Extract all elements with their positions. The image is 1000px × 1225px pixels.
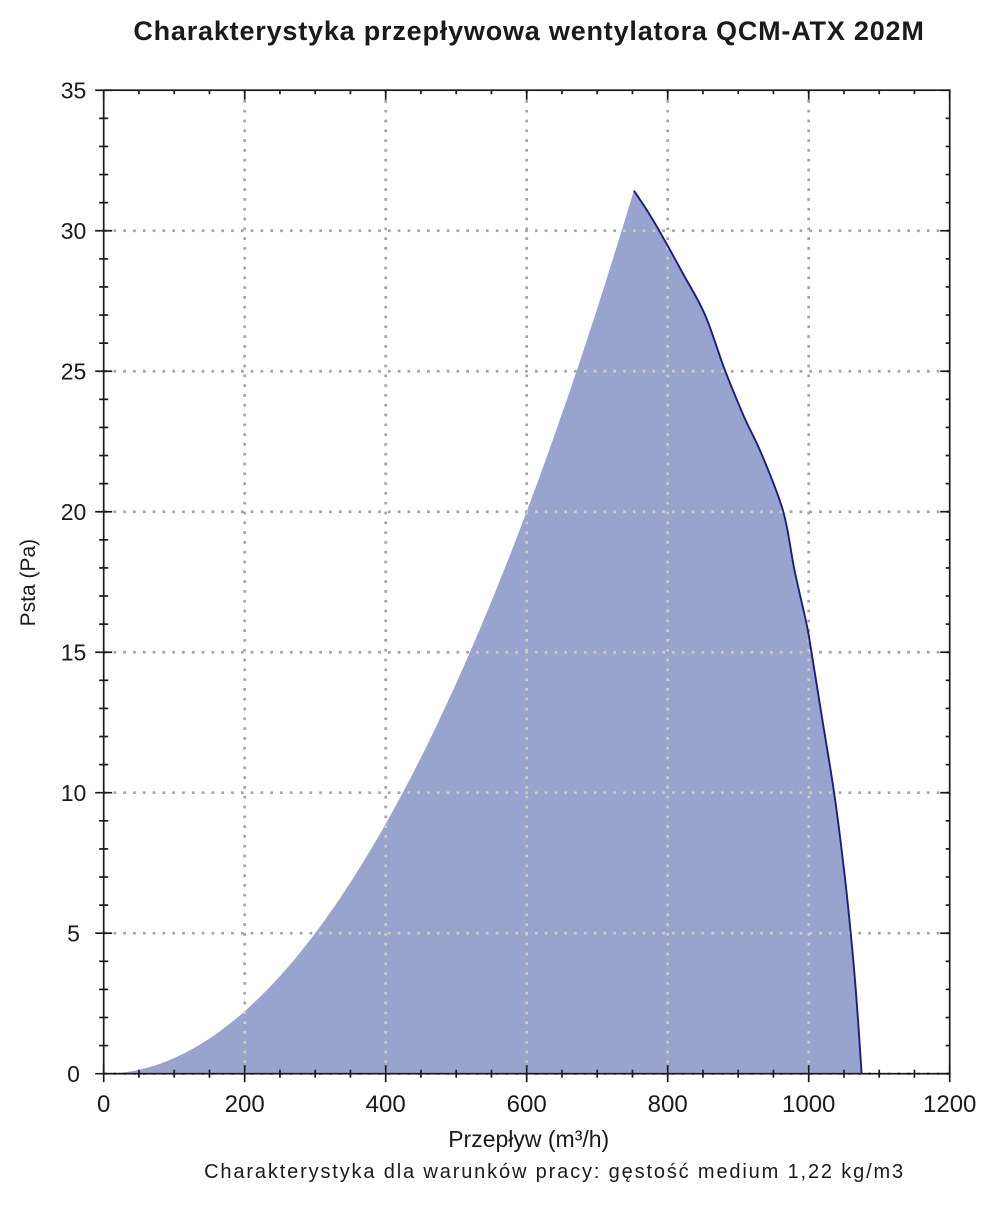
svg-text:400: 400 [366,1091,406,1118]
svg-text:Przepływ (m³/h): Przepływ (m³/h) [448,1126,609,1152]
svg-text:10: 10 [61,780,87,806]
svg-text:30: 30 [61,218,87,244]
svg-text:5: 5 [67,921,80,947]
svg-text:1200: 1200 [923,1091,976,1118]
svg-text:600: 600 [507,1091,547,1118]
svg-text:800: 800 [648,1091,688,1118]
svg-text:Charakterystyka przepływowa we: Charakterystyka przepływowa wentylatora … [133,16,924,46]
svg-text:0: 0 [97,1091,110,1118]
svg-text:200: 200 [225,1091,265,1118]
svg-text:35: 35 [61,78,87,104]
svg-text:1000: 1000 [782,1091,835,1118]
svg-text:0: 0 [67,1061,80,1087]
svg-text:15: 15 [61,640,87,666]
svg-text:Charakterystyka dla warunków p: Charakterystyka dla warunków pracy: gęst… [204,1161,905,1183]
svg-text:25: 25 [61,359,87,385]
svg-text:20: 20 [61,499,87,525]
svg-text:Psta (Pa): Psta (Pa) [17,539,40,627]
